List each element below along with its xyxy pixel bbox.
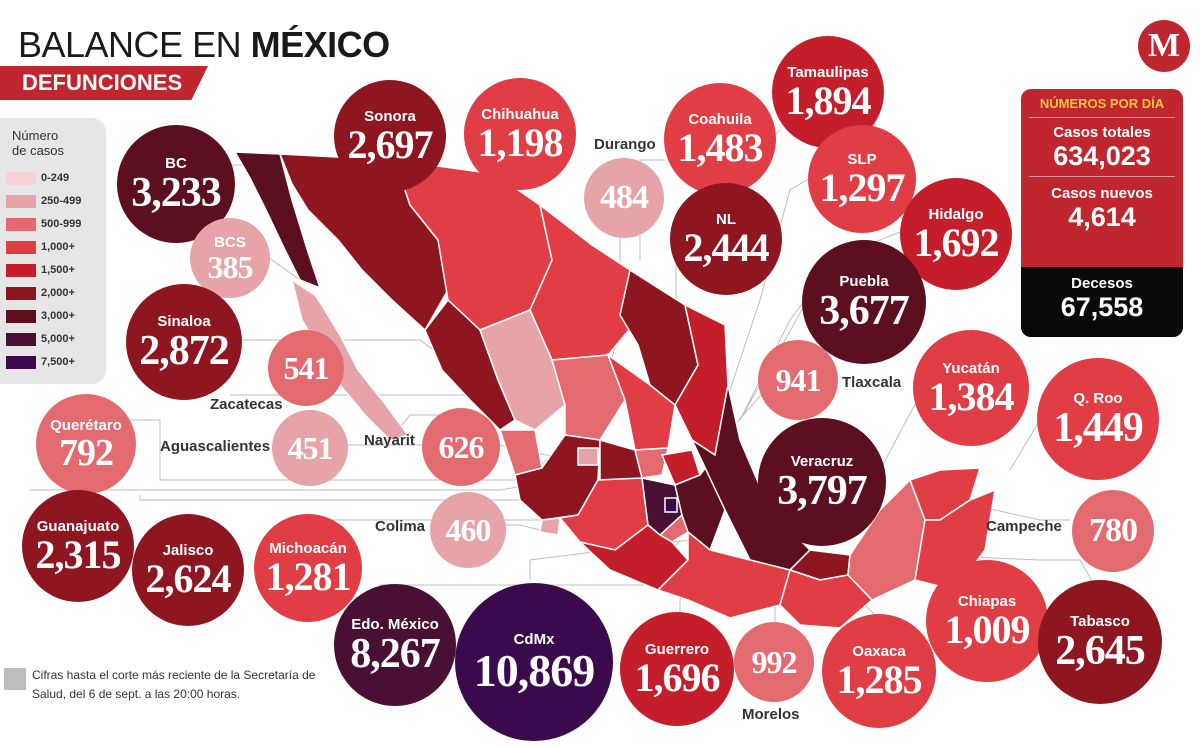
- bubble-queretaro: Querétaro 792: [36, 394, 136, 494]
- bubble-tlaxcala: 941: [758, 340, 838, 420]
- bubble-slp: SLP 1,297: [808, 125, 916, 233]
- page-title: BALANCE EN MÉXICO: [18, 24, 390, 65]
- legend-swatch: [6, 332, 36, 346]
- label-zacatecas: Zacatecas: [210, 396, 283, 413]
- label-aguascalientes: Aguascalientes: [160, 438, 271, 455]
- bubble-oaxaca: Oaxaca 1,285: [822, 614, 936, 728]
- legend-title: Número de casos: [12, 128, 65, 158]
- map-state-colima: [539, 517, 561, 536]
- divider: [1029, 117, 1175, 118]
- legend-item: 500-999: [6, 216, 81, 232]
- deaths-label: Decesos: [1071, 275, 1133, 292]
- new-cases-label: Casos nuevos: [1051, 185, 1153, 202]
- map-state-durango: [479, 309, 566, 431]
- bubble-nayarit: 626: [422, 408, 500, 486]
- bubble-puebla: Puebla 3,677: [802, 240, 926, 364]
- bubble-chihuahua: Chihuahua 1,198: [464, 78, 576, 190]
- legend: Número de casos 0-249 250-499 500-999 1,0…: [0, 118, 106, 384]
- legend-item: 7,500+: [6, 354, 75, 370]
- bubble-jalisco: Jalisco 2,624: [132, 514, 244, 626]
- legend-item: 250-499: [6, 193, 81, 209]
- map-state-oaxaca: [656, 530, 791, 619]
- new-cases-value: 4,614: [1068, 202, 1136, 232]
- deaths-value: 67,558: [1060, 292, 1144, 322]
- legend-swatch: [6, 355, 36, 369]
- bubble-aguascalientes: 451: [272, 410, 348, 486]
- total-cases-value: 634,023: [1053, 141, 1151, 171]
- bubble-bcs: BCS 385: [190, 218, 270, 298]
- map-state-queretaro: [634, 447, 669, 479]
- map-state-nayarit: [498, 429, 543, 476]
- total-cases-label: Casos totales: [1053, 124, 1151, 141]
- footnote-text: Cifras hasta el corte más reciente de la…: [32, 668, 316, 701]
- map-state-aguascalientes: [577, 447, 599, 466]
- bubble-bc: BC 3,233: [117, 125, 235, 243]
- map-state-guerrero: [577, 524, 690, 591]
- bubble-veracruz: Veracruz 3,797: [758, 418, 886, 546]
- legend-item: 1,500+: [6, 262, 75, 278]
- brand-logo: M: [1138, 20, 1190, 72]
- legend-item: 2,000+: [6, 285, 75, 301]
- legend-item: 5,000+: [6, 331, 75, 347]
- bubble-sinaloa: Sinaloa 2,872: [126, 284, 242, 400]
- bubble-campeche: 780: [1072, 490, 1154, 572]
- bubble-tabasco: Tabasco 2,645: [1038, 580, 1162, 704]
- map-state-bc: [233, 151, 322, 290]
- bubble-durango: 484: [584, 158, 664, 238]
- legend-swatch: [6, 217, 36, 231]
- map-state-cdmx: [664, 497, 678, 513]
- legend-swatch: [6, 286, 36, 300]
- bubble-coahuila: Coahuila 1,483: [664, 83, 776, 195]
- page-subtitle: DEFUNCIONES: [0, 66, 208, 100]
- bubble-morelos: 992: [734, 622, 814, 702]
- label-colima: Colima: [375, 518, 426, 535]
- legend-swatch: [6, 240, 36, 254]
- stats-header: NÚMEROS POR DÍA: [1039, 96, 1165, 111]
- bubble-qroo: Q. Roo 1,449: [1037, 358, 1159, 480]
- bubble-edomex: Edo. México 8,267: [334, 584, 456, 706]
- bubble-sonora: Sonora 2,697: [334, 80, 446, 192]
- bubble-guerrero: Guerrero 1,696: [620, 612, 734, 726]
- label-morelos: Morelos: [742, 706, 800, 723]
- bubble-zacatecas: 541: [268, 330, 344, 406]
- bubble-michoacan: Michoacán 1,281: [254, 514, 362, 622]
- bubble-hidalgo: Hidalgo 1,692: [900, 178, 1012, 290]
- map-state-qroo: [914, 488, 996, 591]
- deaths-box: Decesos 67,558: [1021, 267, 1183, 337]
- bubble-nl: NL 2,444: [670, 183, 782, 295]
- footnote: Cifras hasta el corte más reciente de la…: [4, 666, 322, 704]
- legend-item: 1,000+: [6, 239, 75, 255]
- legend-swatch: [6, 263, 36, 277]
- bubble-chiapas: Chiapas 1,009: [926, 560, 1048, 682]
- bubble-yucatan: Yucatán 1,384: [913, 330, 1029, 446]
- legend-item: 3,000+: [6, 308, 75, 324]
- bubble-colima: 460: [430, 492, 506, 568]
- label-durango: Durango: [594, 136, 656, 153]
- mexico-map: [233, 151, 996, 629]
- bubble-cdmx: CdMx 10,869: [455, 583, 613, 741]
- legend-swatch: [6, 309, 36, 323]
- legend-swatch: [6, 194, 36, 208]
- divider: [1029, 176, 1175, 177]
- legend-item: 0-249: [6, 170, 69, 186]
- bubble-guanajuato: Guanajuato 2,315: [22, 490, 134, 602]
- legend-swatch: [6, 171, 36, 185]
- label-campeche: Campeche: [986, 518, 1062, 535]
- label-tlaxcala: Tlaxcala: [842, 374, 902, 391]
- footnote-marker: [4, 668, 26, 690]
- daily-stats-panel: NÚMEROS POR DÍA Casos totales 634,023 Ca…: [1021, 89, 1183, 337]
- label-nayarit: Nayarit: [364, 432, 415, 449]
